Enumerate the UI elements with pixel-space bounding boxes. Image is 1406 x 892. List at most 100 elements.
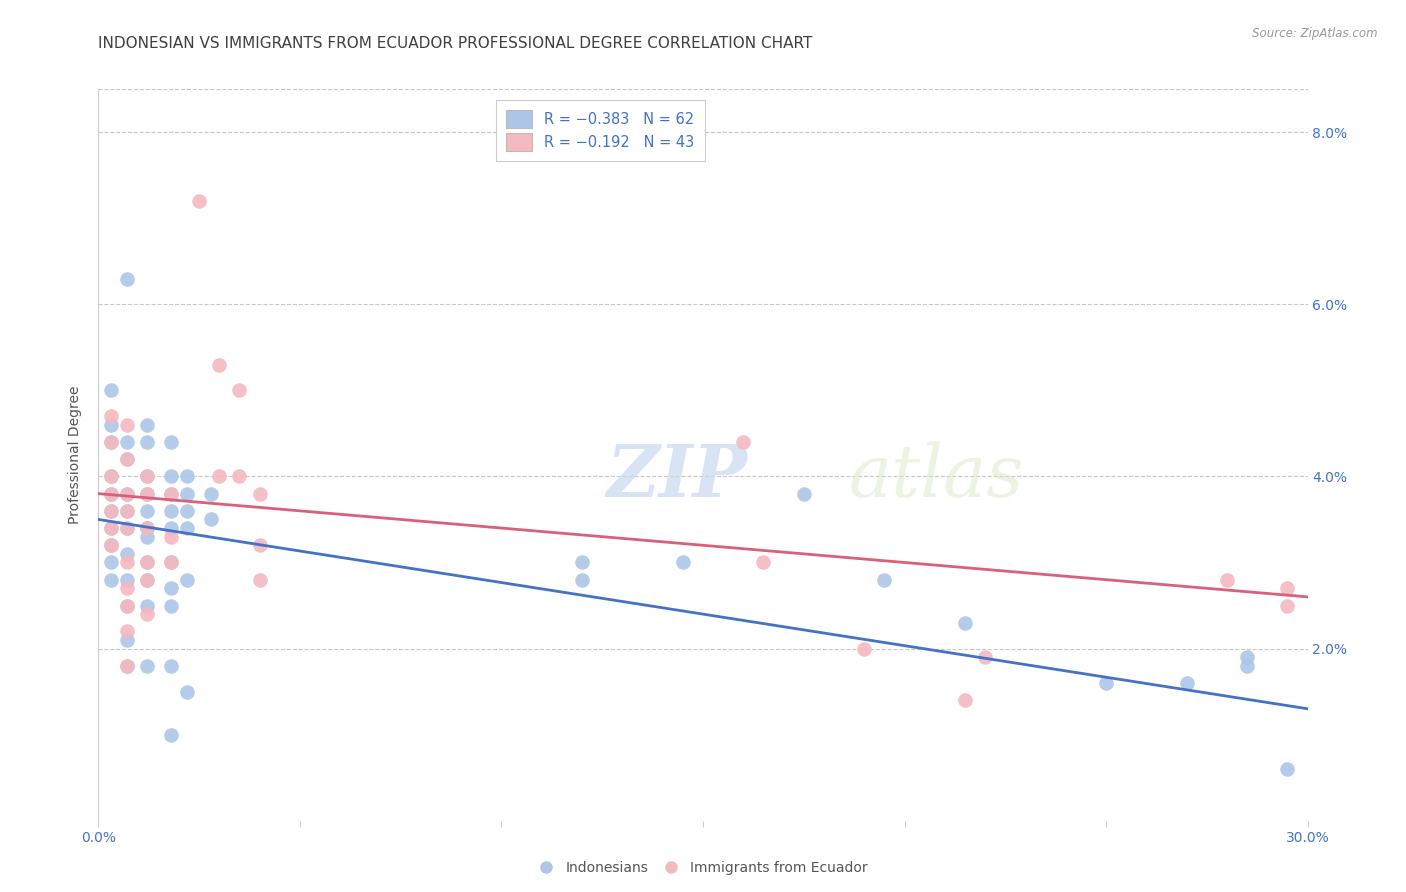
Point: [188, 194, 211, 208]
Text: INDONESIAN VS IMMIGRANTS FROM ECUADOR PROFESSIONAL DEGREE CORRELATION CHART: INDONESIAN VS IMMIGRANTS FROM ECUADOR PR…: [98, 36, 813, 51]
Point: [100, 486, 122, 500]
Point: [953, 693, 976, 707]
Point: [176, 504, 198, 518]
Point: [135, 521, 157, 535]
Legend: Indonesians, Immigrants from Ecuador: Indonesians, Immigrants from Ecuador: [533, 855, 873, 880]
Point: [571, 573, 593, 587]
Point: [115, 658, 138, 673]
Point: [853, 641, 876, 656]
Point: [953, 615, 976, 630]
Point: [176, 684, 198, 698]
Point: [115, 452, 138, 467]
Point: [1277, 762, 1299, 776]
Point: [115, 452, 138, 467]
Point: [200, 512, 222, 526]
Point: [135, 504, 157, 518]
Point: [228, 469, 250, 483]
Point: [160, 530, 183, 544]
Point: [135, 573, 157, 587]
Point: [100, 521, 122, 535]
Point: [176, 521, 198, 535]
Point: [100, 469, 122, 483]
Point: [249, 538, 271, 552]
Point: [115, 556, 138, 570]
Point: [135, 469, 157, 483]
Point: [115, 504, 138, 518]
Point: [1216, 573, 1239, 587]
Point: [135, 607, 157, 621]
Point: [100, 538, 122, 552]
Point: [176, 486, 198, 500]
Point: [135, 530, 157, 544]
Point: [160, 469, 183, 483]
Point: [160, 504, 183, 518]
Point: [100, 504, 122, 518]
Point: [1095, 676, 1118, 690]
Point: [135, 556, 157, 570]
Point: [873, 573, 896, 587]
Point: [571, 556, 593, 570]
Point: [115, 658, 138, 673]
Point: [100, 417, 122, 432]
Point: [228, 384, 250, 398]
Text: atlas: atlas: [848, 442, 1024, 512]
Point: [100, 556, 122, 570]
Point: [249, 486, 271, 500]
Point: [100, 409, 122, 424]
Point: [135, 469, 157, 483]
Point: [160, 582, 183, 596]
Point: [160, 556, 183, 570]
Point: [100, 435, 122, 450]
Point: [160, 486, 183, 500]
Point: [974, 650, 997, 665]
Point: [176, 469, 198, 483]
Point: [100, 384, 122, 398]
Point: [100, 486, 122, 500]
Y-axis label: Professional Degree: Professional Degree: [69, 385, 83, 524]
Point: [249, 573, 271, 587]
Point: [115, 486, 138, 500]
Point: [135, 521, 157, 535]
Point: [160, 599, 183, 613]
Point: [135, 573, 157, 587]
Point: [160, 728, 183, 742]
Point: [208, 469, 231, 483]
Point: [115, 599, 138, 613]
Point: [200, 486, 222, 500]
Point: [115, 582, 138, 596]
Point: [752, 556, 775, 570]
Point: [115, 417, 138, 432]
Point: [115, 632, 138, 647]
Point: [100, 469, 122, 483]
Point: [115, 573, 138, 587]
Point: [1277, 599, 1299, 613]
Point: [115, 504, 138, 518]
Point: [733, 435, 755, 450]
Point: [793, 486, 815, 500]
Point: [160, 486, 183, 500]
Point: [115, 521, 138, 535]
Point: [160, 435, 183, 450]
Point: [100, 435, 122, 450]
Point: [1236, 658, 1258, 673]
Point: [135, 599, 157, 613]
Text: ZIP: ZIP: [606, 442, 747, 512]
Point: [1175, 676, 1198, 690]
Point: [135, 435, 157, 450]
Text: Source: ZipAtlas.com: Source: ZipAtlas.com: [1253, 27, 1378, 40]
Point: [115, 521, 138, 535]
Point: [135, 486, 157, 500]
Point: [160, 521, 183, 535]
Point: [160, 658, 183, 673]
Point: [115, 547, 138, 561]
Point: [1277, 582, 1299, 596]
Point: [1236, 650, 1258, 665]
Point: [115, 435, 138, 450]
Point: [135, 556, 157, 570]
Point: [115, 624, 138, 639]
Point: [160, 556, 183, 570]
Legend: R = −0.383   N = 62, R = −0.192   N = 43: R = −0.383 N = 62, R = −0.192 N = 43: [496, 100, 704, 161]
Point: [135, 486, 157, 500]
Point: [208, 358, 231, 372]
Point: [100, 573, 122, 587]
